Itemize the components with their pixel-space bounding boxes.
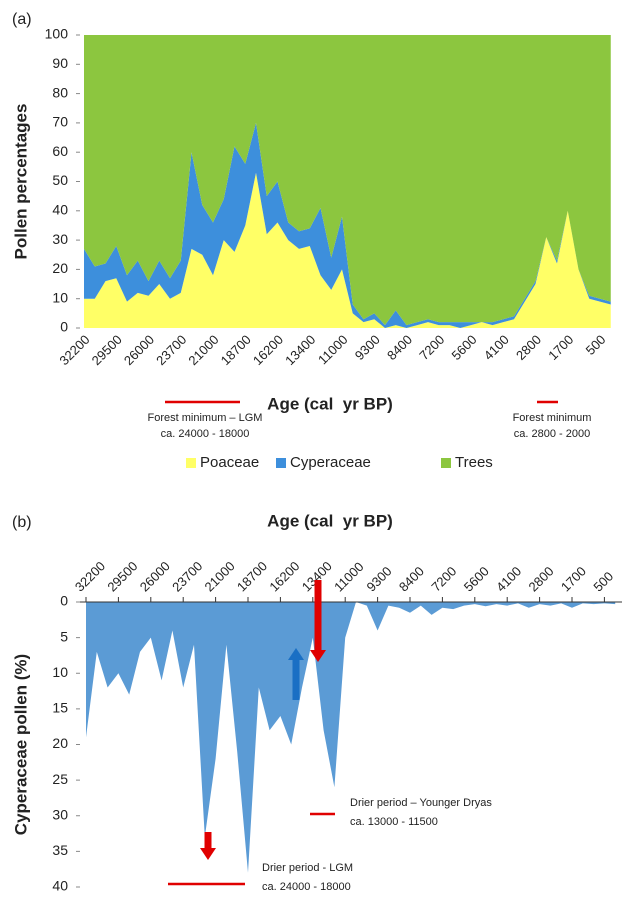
arrow-head	[288, 648, 304, 660]
y-tick-label: 40	[52, 878, 68, 894]
x-tick-label: 16200	[250, 332, 286, 368]
y-tick-label: 35	[52, 842, 68, 858]
y-tick-label: 20	[52, 260, 68, 276]
x-tick-label: 9300	[364, 563, 395, 594]
x-tick-label: 21000	[202, 558, 238, 594]
legend-label: Poaceae	[200, 454, 259, 471]
x-tick-label: 23700	[153, 332, 189, 368]
x-axis-title: Age (cal yr BP)	[267, 511, 393, 530]
x-tick-label: 18700	[218, 332, 254, 368]
y-tick-label: 25	[52, 771, 68, 787]
annotation: ca. 24000 - 18000	[262, 881, 351, 893]
x-tick-label: 8400	[384, 332, 415, 363]
y-axis-title: Pollen percentages	[11, 104, 30, 260]
x-tick-label: 11000	[331, 559, 366, 594]
x-tick-label: 7200	[428, 563, 459, 594]
x-tick-label: 32200	[72, 558, 108, 594]
x-tick-label: 2800	[526, 563, 557, 594]
x-tick-label: 11000	[315, 332, 350, 367]
y-tick-label: 90	[52, 55, 68, 71]
arrow-head	[310, 650, 326, 662]
x-tick-label: 32200	[56, 332, 92, 368]
x-tick-label: 18700	[234, 558, 270, 594]
y-tick-label: 80	[52, 84, 68, 100]
area	[84, 122, 611, 329]
y-tick-label: 70	[52, 114, 68, 130]
arrows	[200, 580, 326, 860]
y-tick-label: 40	[52, 202, 68, 218]
annotation: ca. 13000 - 11500	[350, 816, 438, 828]
y-tick-label: 0	[60, 319, 68, 335]
x-tick-label: 23700	[169, 558, 205, 594]
legend-swatch	[441, 458, 451, 468]
annotation: Forest minimum – LGM	[148, 412, 263, 424]
panel-label: (b)	[12, 514, 32, 531]
x-tick-label: 5600	[448, 332, 479, 363]
y-tick-label: 15	[52, 700, 68, 716]
x-tick-label: 4100	[481, 332, 512, 363]
annotation: ca. 2800 - 2000	[514, 428, 590, 440]
annotation: Forest minimum	[513, 412, 592, 424]
y-tick-label: 20	[52, 735, 68, 751]
y-tick-label: 100	[45, 26, 69, 42]
legend-swatch	[276, 458, 286, 468]
x-tick-label: 26000	[137, 558, 173, 594]
x-axis-title: Age (cal yr BP)	[267, 394, 393, 413]
x-tick-label: 29500	[104, 558, 140, 594]
area	[84, 35, 611, 326]
y-axis-title: Cyperaceae pollen (%)	[11, 654, 30, 835]
x-tick-label: 5600	[461, 563, 492, 594]
y-tick-label: 5	[60, 628, 68, 644]
x-tick-label: 500	[590, 569, 616, 595]
x-tick-label: 9300	[352, 332, 383, 363]
y-tick-label: 60	[52, 143, 68, 159]
area	[84, 172, 611, 328]
x-tick-label: 2800	[513, 332, 544, 363]
x-tick-label: 16200	[266, 558, 302, 594]
annotation: Drier period - LGM	[262, 862, 353, 874]
y-tick-label: 30	[52, 231, 68, 247]
legend-label: Cyperaceae	[290, 454, 371, 471]
x-tick-label: 8400	[396, 563, 427, 594]
arrow-head	[200, 848, 216, 860]
y-tick-label: 50	[52, 172, 68, 188]
y-tick-label: 10	[52, 664, 68, 680]
x-tick-label: 1700	[545, 332, 576, 363]
annotation: Drier period – Younger Dryas	[350, 797, 492, 809]
panel-label: (a)	[12, 11, 32, 28]
x-tick-label: 13400	[282, 332, 318, 368]
x-tick-label: 7200	[416, 332, 447, 363]
x-tick-label: 500	[583, 332, 609, 358]
x-tick-label: 1700	[558, 563, 589, 594]
legend-swatch	[186, 458, 196, 468]
legend-label: Trees	[455, 454, 493, 471]
x-tick-label: 21000	[185, 332, 221, 368]
y-tick-label: 30	[52, 806, 68, 822]
area	[86, 602, 616, 873]
x-tick-label: 29500	[89, 332, 125, 368]
x-tick-label: 4100	[493, 563, 524, 594]
x-tick-label: 26000	[121, 332, 157, 368]
annotation: ca. 24000 - 18000	[161, 428, 250, 440]
y-tick-label: 10	[52, 289, 68, 305]
y-tick-label: 0	[60, 593, 68, 609]
